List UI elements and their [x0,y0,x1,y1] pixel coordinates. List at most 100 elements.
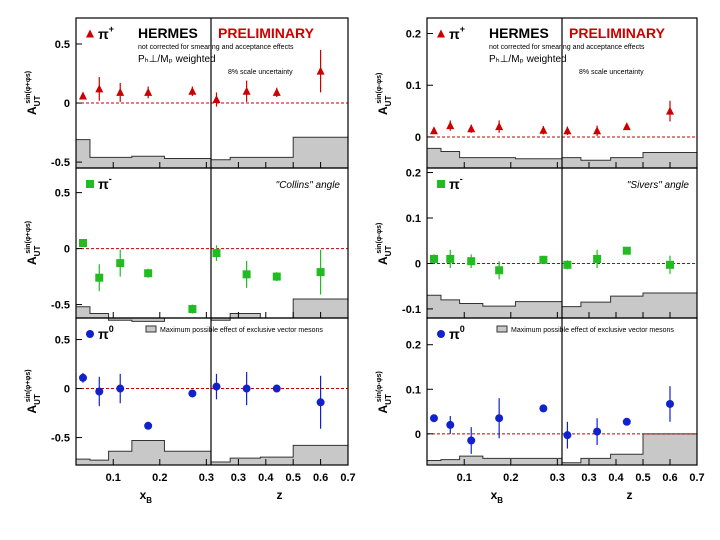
panel-0-0: 0.5 0 -0.5 AUTsin(φ+φs) π+ [25,17,349,169]
x-tick-label-z: 0.4 [258,472,274,484]
data-point-z [242,384,251,393]
data-point-xB [78,239,87,247]
data-point-xB [95,387,104,396]
exclusive-legend-label: Maximum possible effect of exclusive vec… [160,327,323,334]
exclusive-legend-label: Maximum possible effect of exclusive vec… [511,327,674,334]
x-tick-label-xb: 0.3 [550,472,565,484]
data-point-xB [116,259,125,268]
hadron-charge: 0 [460,324,465,334]
data-point-z [242,86,251,95]
header-scale-uncertainty: 8% scale uncertainty [228,69,293,76]
data-point-xB [495,414,504,423]
panel-0-1: 0.5 0 -0.5 AUTsin(φ+φs) π- [25,167,349,322]
y-axis-label: AUTsin(φ+φs) [25,369,42,413]
x-axis-label-xb: xB [140,488,153,505]
panel-frame [75,317,349,466]
y-axis-label-sub: UT [33,246,42,257]
systematic-band-xb [426,455,563,466]
data-point-z [593,254,602,263]
angle-label: "Collins" angle [276,180,341,191]
systematic-band-z [210,136,349,169]
exclusive-legend-box [145,325,157,333]
data-point-xB [467,257,476,266]
y-axis-label-main: A [376,106,390,115]
panel-1-0: 0.2 0.1 0 AUTsin(φ-φs) π+ [376,17,698,169]
data-point-xB [446,420,455,429]
x-tick-label-z: 0.7 [340,472,355,484]
header-experiment: HERMES [138,25,198,41]
data-point-xB [539,125,548,134]
y-tick-label: 0 [415,429,421,441]
y-axis-label-main: A [25,405,39,414]
x-tick-label-z: 0.6 [313,472,328,484]
y-tick-label: 0.2 [406,29,421,41]
y-tick-label: 0 [64,384,70,396]
legend-marker [86,180,94,188]
data-point-xB [429,414,438,423]
data-point-xB [144,269,153,278]
data-point-z [666,260,674,269]
header-preliminary: PRELIMINARY [218,25,315,41]
x-tick-label-z: 0.6 [662,472,677,484]
legend-marker [86,29,94,38]
x-tick-label-xb: 0.1 [457,472,472,484]
data-point-xB [495,266,504,275]
data-point-z [666,399,674,408]
systematic-band-xb [426,147,563,169]
data-point-xB [95,273,104,282]
y-axis-label: AUTsin(φ+φs) [25,71,42,115]
y-tick-label: -0.5 [51,433,70,445]
data-point-z [563,431,572,440]
data-point-z [622,122,631,131]
data-point-xB [116,384,125,393]
legend-label: π0 [98,324,114,342]
y-axis-label: AUTsin(φ-φs) [376,223,393,265]
y-axis-label-main: A [376,405,390,414]
y-tick-label: 0 [415,132,421,144]
data-point-z [593,126,602,135]
systematic-band-z [561,151,698,169]
data-point-z [316,268,325,277]
data-point-xB [467,436,476,445]
y-axis-label-sub: UT [384,246,393,257]
data-point-z [316,398,325,407]
header-not-corrected: not corrected for smearing and acceptanc… [489,44,645,51]
data-point-xB [95,84,104,93]
x-tick-label-xb: 0.2 [152,472,167,484]
data-point-z [212,94,221,103]
y-axis-label: AUTsin(φ+φs) [25,221,42,265]
hadron-charge: 0 [109,324,114,334]
systematic-band-xb [426,294,563,319]
x-tick-label-z: 0.5 [286,472,301,484]
header-preliminary: PRELIMINARY [569,25,666,41]
data-point-xB [144,421,153,430]
y-axis-label-sup: sin(φ-φs) [376,371,383,402]
data-point-z [622,246,631,255]
hadron-charge: - [109,174,112,184]
hadron-name: π [98,176,109,192]
y-axis-label: AUTsin(φ-φs) [376,371,393,413]
y-tick-label: 0 [64,244,70,256]
legend-marker [437,180,445,188]
x-axis-label-xb: xB [491,488,504,505]
angle-label: "Sivers" angle [627,180,690,191]
y-axis-label-sup: sin(φ-φs) [376,223,383,254]
y-tick-label: -0.5 [51,300,70,312]
x-axis-label-xb-main: x [491,488,498,502]
data-point-z [563,126,572,135]
hadron-charge: + [460,24,465,34]
header-experiment: HERMES [489,25,549,41]
systematic-band-z [210,444,349,466]
data-point-xB [116,87,125,96]
x-tick-label-xb: 0.1 [106,472,121,484]
y-tick-label: 0.2 [406,340,421,352]
data-point-z [272,384,281,393]
y-axis-label-sup: sin(φ-φs) [376,73,383,104]
y-axis-label-sup: sin(φ+φs) [25,71,32,104]
data-point-z [272,272,281,281]
systematic-band-z [561,292,698,319]
header-not-corrected: not corrected for smearing and acceptanc… [138,44,294,51]
y-tick-label: -0.5 [51,157,70,169]
systematic-band-xb [75,139,212,169]
